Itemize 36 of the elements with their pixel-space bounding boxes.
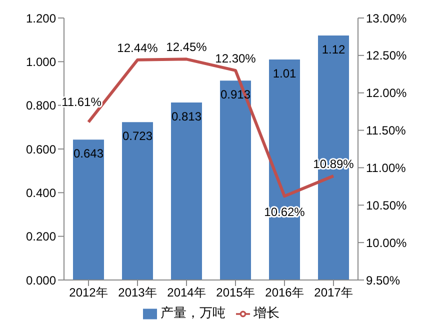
x-tick-label: 2013年 <box>118 286 157 300</box>
data-label: 12.44% <box>117 40 158 55</box>
y2-tick-label: 12.50% <box>366 48 408 63</box>
bar <box>171 102 202 280</box>
y2-tick-label: 13.00% <box>366 11 408 26</box>
data-label: 1.01 <box>272 66 296 80</box>
x-tick-label: 2014年 <box>167 286 206 300</box>
y2-tick-label: 9.50% <box>366 273 400 288</box>
data-label: 12.30% <box>215 51 256 66</box>
data-label: 0.813 <box>171 109 202 124</box>
y-tick-label: 0.000 <box>26 273 56 288</box>
bar <box>220 80 251 280</box>
y2-tick-label: 11.00% <box>366 160 406 175</box>
y2-tick-label: 10.50% <box>366 198 408 212</box>
y-tick-label: 0.600 <box>26 142 56 156</box>
y-tick-label: 0.200 <box>26 230 56 244</box>
data-label: 12.45% <box>166 40 208 54</box>
y2-tick-label: 11.50% <box>366 124 406 138</box>
x-tick-label: 2015年 <box>216 286 255 300</box>
legend-label: 增长 <box>254 305 280 320</box>
y2-tick-label: 12.00% <box>366 86 408 100</box>
bar <box>73 140 104 280</box>
x-tick-label: 2016年 <box>265 286 304 300</box>
legend-label: 产量，万吨 <box>160 305 226 320</box>
data-label: 0.643 <box>73 146 104 161</box>
x-tick-label: 2017年 <box>314 286 353 300</box>
y-tick-label: 1.200 <box>26 11 56 26</box>
y-tick-label: 0.400 <box>26 186 56 200</box>
x-tick-label: 2012年 <box>69 286 108 300</box>
data-label: 0.723 <box>122 129 153 144</box>
data-label: 11.61% <box>62 95 102 110</box>
y-tick-label: 1.000 <box>26 54 56 69</box>
y2-tick-label: 10.00% <box>366 236 408 250</box>
data-label: 1.12 <box>322 42 346 56</box>
y-tick-label: 0.800 <box>26 98 56 113</box>
bar <box>122 122 153 280</box>
